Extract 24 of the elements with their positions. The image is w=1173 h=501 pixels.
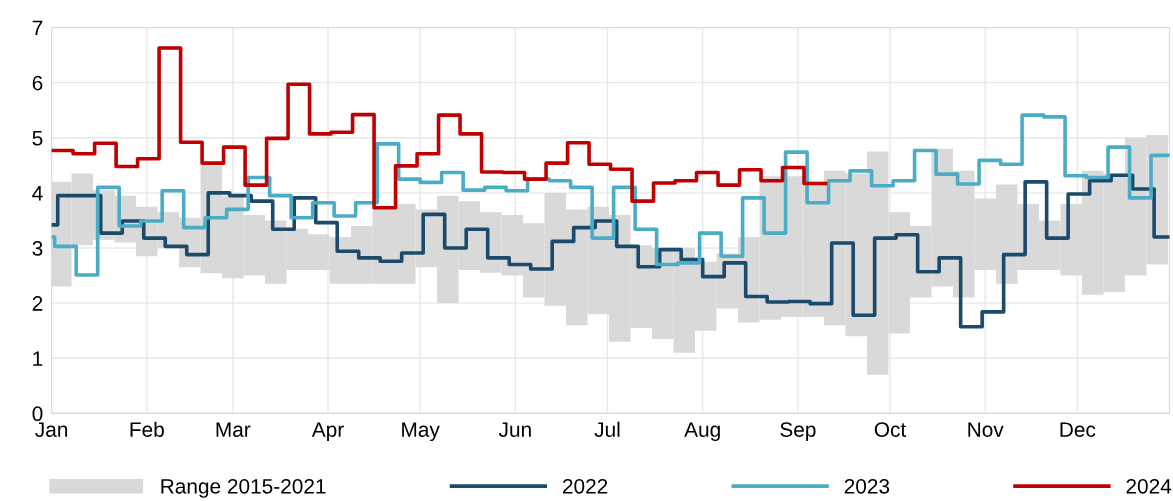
legend-label: 2024 <box>1126 478 1172 494</box>
y-tick-label: 3 <box>32 241 43 256</box>
y-tick-label: 6 <box>32 75 43 91</box>
x-tick-label: Feb <box>130 421 164 437</box>
x-tick-label: Sep <box>780 422 816 442</box>
legend-label: 2023 <box>844 478 890 494</box>
x-tick-label: Oct <box>874 422 907 437</box>
x-tick-label: Mar <box>216 422 251 437</box>
legend-label: 2022 <box>562 478 608 494</box>
x-tick-label: Jan <box>35 422 68 437</box>
x-tick-label: Apr <box>311 422 344 442</box>
x-tick-label: Dec <box>1060 422 1096 437</box>
x-tick-label: Aug <box>684 422 720 442</box>
x-tick-label: Nov <box>968 422 1004 437</box>
y-tick-label: 7 <box>32 20 43 36</box>
y-tick-label: 1 <box>33 351 43 366</box>
x-tick-label: Jul <box>594 421 620 437</box>
y-tick-label: 5 <box>32 130 43 146</box>
x-tick-label: May <box>402 422 440 442</box>
legend-label: Range 2015-2021 <box>161 478 326 498</box>
y-tick-label: 4 <box>32 186 43 201</box>
y-tick-label: 2 <box>32 296 43 311</box>
y-tick-label: 0 <box>32 406 43 422</box>
x-tick-label: Jun <box>498 422 531 437</box>
